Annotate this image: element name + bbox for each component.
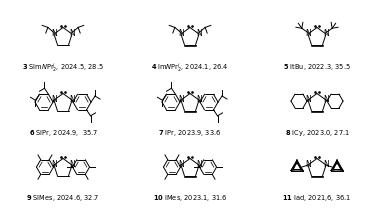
Text: N: N [51, 160, 57, 169]
Text: N: N [69, 29, 75, 38]
Text: $\mathbf{9}$ SIMes, 2024.6, 32.7: $\mathbf{9}$ SIMes, 2024.6, 32.7 [26, 193, 100, 203]
Text: N: N [305, 160, 311, 169]
Text: $\mathbf{8}$ ICy, 2023.0, 27.1: $\mathbf{8}$ ICy, 2023.0, 27.1 [285, 128, 350, 138]
Text: N: N [305, 29, 311, 38]
Text: N: N [196, 95, 202, 104]
Text: N: N [196, 160, 202, 169]
Text: N: N [305, 95, 311, 104]
Text: N: N [323, 160, 329, 169]
Text: N: N [323, 29, 329, 38]
Text: $\mathbf{5}$ ItBu, 2022.3, 35.5: $\mathbf{5}$ ItBu, 2022.3, 35.5 [283, 62, 351, 72]
Text: $\mathbf{3}$ SIm$N$Pr$^{i}_{2}$, 2024.5, 28.5: $\mathbf{3}$ SIm$N$Pr$^{i}_{2}$, 2024.5,… [22, 62, 104, 75]
Text: N: N [69, 160, 75, 169]
Text: N: N [196, 29, 202, 38]
Text: $\mathbf{4}$ Im$N$Pr$^{i}_{2}$, 2024.1, 26.4: $\mathbf{4}$ Im$N$Pr$^{i}_{2}$, 2024.1, … [151, 62, 229, 75]
Text: $\mathbf{7}$ IPr, 2023.9, 33.6: $\mathbf{7}$ IPr, 2023.9, 33.6 [158, 128, 222, 138]
Text: N: N [178, 95, 184, 104]
Text: N: N [69, 95, 75, 104]
Text: N: N [178, 29, 184, 38]
Text: N: N [51, 29, 57, 38]
Text: $\mathbf{6}$ SIPr, 2024.9,  35.7: $\mathbf{6}$ SIPr, 2024.9, 35.7 [28, 128, 98, 138]
Text: $\mathbf{10}$ IMes, 2023.1, 31.6: $\mathbf{10}$ IMes, 2023.1, 31.6 [153, 193, 227, 203]
Text: N: N [178, 160, 184, 169]
Text: $\mathbf{11}$ Iad, 2021,6, 36.1: $\mathbf{11}$ Iad, 2021,6, 36.1 [282, 193, 352, 203]
Text: N: N [323, 95, 329, 104]
Text: N: N [51, 95, 57, 104]
